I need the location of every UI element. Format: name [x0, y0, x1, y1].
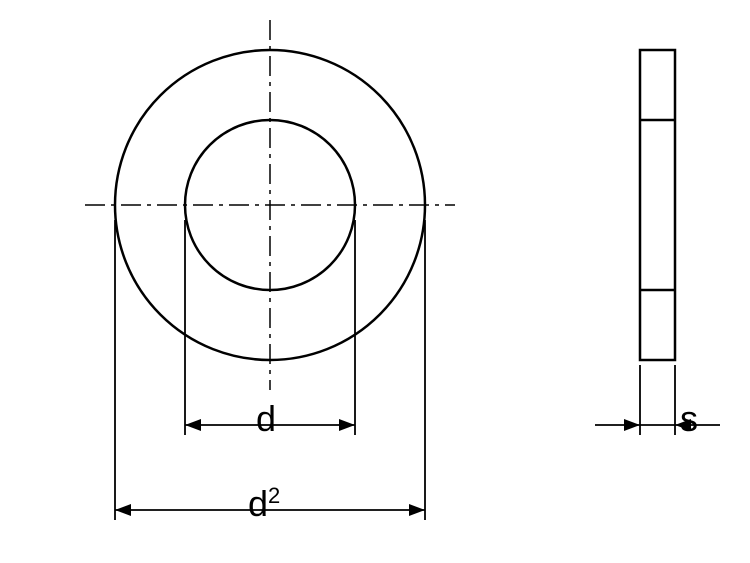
arrow-right-icon	[339, 419, 355, 431]
arrow-right-icon	[624, 419, 640, 431]
arrow-left-icon	[115, 504, 131, 516]
side-view	[640, 50, 675, 360]
arrow-left-icon	[185, 419, 201, 431]
side-outline	[640, 50, 675, 360]
arrow-right-icon	[409, 504, 425, 516]
label-s: s	[680, 398, 698, 440]
front-view	[85, 20, 455, 390]
washer-diagram	[0, 0, 750, 563]
dimension-s	[595, 365, 720, 435]
label-d2: d2	[248, 483, 280, 525]
label-d: d	[256, 398, 276, 440]
